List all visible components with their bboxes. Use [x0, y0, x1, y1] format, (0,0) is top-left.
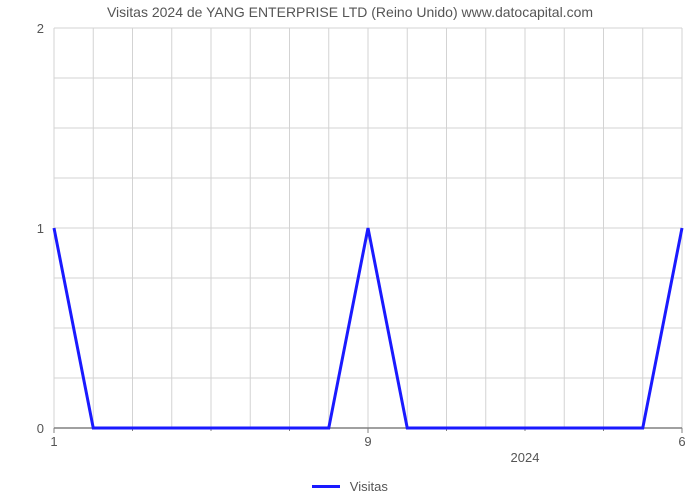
- x-tick-label: 6: [662, 434, 700, 449]
- chart-plot-area: [0, 0, 700, 500]
- y-tick-label: 2: [0, 21, 44, 36]
- legend-swatch: [312, 485, 340, 488]
- x-tick-label: 1: [34, 434, 74, 449]
- y-tick-label: 1: [0, 221, 44, 236]
- x-tick-label: 9: [348, 434, 388, 449]
- x-axis-sublabel: 2024: [495, 450, 555, 465]
- legend-label: Visitas: [350, 479, 388, 494]
- legend: Visitas: [0, 478, 700, 494]
